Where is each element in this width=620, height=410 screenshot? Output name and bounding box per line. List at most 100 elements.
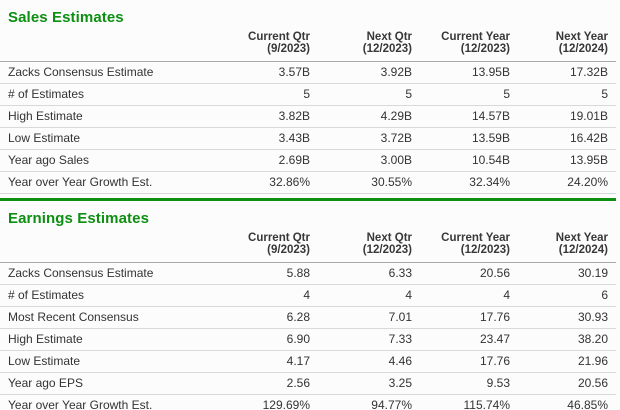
row-label: # of Estimates bbox=[0, 284, 222, 307]
sales-table-header: Current Qtr (9/2023) Next Qtr (12/2023) … bbox=[0, 29, 616, 62]
cell-value: 32.34% bbox=[412, 171, 510, 194]
cell-value: 46.85% bbox=[510, 394, 616, 410]
cell-value: 3.00B bbox=[310, 149, 412, 172]
row-label: Most Recent Consensus bbox=[0, 306, 222, 329]
cell-value: 30.93 bbox=[510, 306, 616, 329]
cell-value: 7.01 bbox=[310, 306, 412, 329]
earnings-table-body: Zacks Consensus Estimate 5.88 6.33 20.56 30.… bbox=[0, 262, 616, 410]
column-sublabel: (12/2023) bbox=[460, 43, 510, 56]
table-row: Zacks Consensus Estimate 3.57B 3.92B 13.95B… bbox=[0, 61, 616, 84]
sales-estimates-section: Sales Estimates Current Qtr (9/2023) Nex… bbox=[0, 9, 616, 194]
header-row: Current Qtr (9/2023) Next Qtr (12/2023) … bbox=[0, 229, 616, 263]
cell-value: 6.90 bbox=[222, 328, 310, 351]
cell-value: 6 bbox=[510, 284, 616, 307]
cell-value: 20.56 bbox=[510, 372, 616, 395]
row-label: Year ago EPS bbox=[0, 372, 222, 395]
cell-value: 4.46 bbox=[310, 350, 412, 373]
cell-value: 17.76 bbox=[412, 306, 510, 329]
table-row: Zacks Consensus Estimate 5.88 6.33 20.56 30.… bbox=[0, 262, 616, 285]
section-title-sales: Sales Estimates bbox=[8, 9, 124, 26]
cell-value: 20.56 bbox=[412, 262, 510, 285]
cell-value: 6.33 bbox=[310, 262, 412, 285]
earnings-estimates-table: Current Qtr (9/2023) Next Qtr (12/2023) … bbox=[0, 229, 616, 410]
row-label: Zacks Consensus Estimate bbox=[0, 61, 222, 84]
cell-value: 14.57B bbox=[412, 105, 510, 128]
cell-value: 9.53 bbox=[412, 372, 510, 395]
column-label: Current Year bbox=[441, 231, 510, 244]
cell-value: 4.29B bbox=[310, 105, 412, 128]
table-row: High Estimate 3.82B 4.29B 14.57B 19.01B bbox=[0, 105, 616, 128]
header-spacer bbox=[0, 229, 222, 263]
cell-value: 3.25 bbox=[310, 372, 412, 395]
column-label: Current Qtr bbox=[248, 31, 310, 43]
table-row: High Estimate 6.90 7.33 23.47 38.20 bbox=[0, 328, 616, 351]
cell-value: 32.86% bbox=[222, 171, 310, 194]
column-header-next-year: Next Year (12/2024) bbox=[510, 29, 616, 62]
row-label: High Estimate bbox=[0, 105, 222, 128]
cell-value: 3.82B bbox=[222, 105, 310, 128]
cell-value: 17.76 bbox=[412, 350, 510, 373]
cell-value: 2.56 bbox=[222, 372, 310, 395]
cell-value: 4 bbox=[310, 284, 412, 307]
cell-value: 21.96 bbox=[510, 350, 616, 373]
row-label: Year over Year Growth Est. bbox=[0, 394, 222, 410]
table-row: Low Estimate 4.17 4.46 17.76 21.96 bbox=[0, 350, 616, 373]
cell-value: 38.20 bbox=[510, 328, 616, 351]
cell-value: 2.69B bbox=[222, 149, 310, 172]
column-header-current-year: Current Year (12/2023) bbox=[412, 29, 510, 62]
cell-value: 10.54B bbox=[412, 149, 510, 172]
header-spacer bbox=[0, 29, 222, 62]
column-label: Next Year bbox=[555, 231, 608, 244]
cell-value: 17.32B bbox=[510, 61, 616, 84]
table-row: # of Estimates 5 5 5 5 bbox=[0, 83, 616, 106]
cell-value: 23.47 bbox=[412, 328, 510, 351]
section-title-earnings: Earnings Estimates bbox=[8, 209, 150, 227]
column-label: Next Qtr bbox=[366, 31, 412, 43]
column-sublabel: (9/2023) bbox=[267, 244, 310, 257]
column-sublabel: (12/2023) bbox=[460, 244, 510, 257]
row-label: Low Estimate bbox=[0, 350, 222, 373]
row-label: Year ago Sales bbox=[0, 149, 222, 172]
column-label: Current Year bbox=[441, 31, 510, 43]
earnings-estimates-section: Earnings Estimates Current Qtr (9/2023) … bbox=[0, 210, 616, 410]
table-row: Year over Year Growth Est. 32.86% 30.55% 32… bbox=[0, 171, 616, 194]
cell-value: 13.95B bbox=[510, 149, 616, 172]
header-row: Current Qtr (9/2023) Next Qtr (12/2023) … bbox=[0, 29, 616, 62]
cell-value: 94.77% bbox=[310, 394, 412, 410]
cell-value: 13.59B bbox=[412, 127, 510, 150]
cell-value: 115.74% bbox=[412, 394, 510, 410]
row-label: Year over Year Growth Est. bbox=[0, 171, 222, 194]
column-label: Current Qtr bbox=[248, 231, 310, 244]
cell-value: 3.92B bbox=[310, 61, 412, 84]
column-header-next-qtr: Next Qtr (12/2023) bbox=[310, 229, 412, 263]
table-row: Year ago Sales 2.69B 3.00B 10.54B 13.95B bbox=[0, 149, 616, 172]
cell-value: 3.43B bbox=[222, 127, 310, 150]
estimates-page: Sales Estimates Current Qtr (9/2023) Nex… bbox=[0, 9, 616, 410]
section-divider bbox=[0, 197, 616, 201]
column-sublabel: (12/2024) bbox=[558, 43, 608, 56]
cell-value: 30.19 bbox=[510, 262, 616, 285]
column-header-current-qtr: Current Qtr (9/2023) bbox=[222, 29, 310, 62]
column-label: Next Qtr bbox=[366, 231, 412, 244]
cell-value: 16.42B bbox=[510, 127, 616, 150]
cell-value: 5 bbox=[412, 83, 510, 106]
column-header-next-year: Next Year (12/2024) bbox=[510, 229, 616, 263]
cell-value: 4 bbox=[222, 284, 310, 307]
cell-value: 3.57B bbox=[222, 61, 310, 84]
sales-estimates-table: Current Qtr (9/2023) Next Qtr (12/2023) … bbox=[0, 29, 616, 194]
cell-value: 6.28 bbox=[222, 306, 310, 329]
cell-value: 24.20% bbox=[510, 171, 616, 194]
table-row: # of Estimates 4 4 4 6 bbox=[0, 284, 616, 307]
cell-value: 129.69% bbox=[222, 394, 310, 410]
cell-value: 13.95B bbox=[412, 61, 510, 84]
cell-value: 19.01B bbox=[510, 105, 616, 128]
row-label: # of Estimates bbox=[0, 83, 222, 106]
cell-value: 4 bbox=[412, 284, 510, 307]
cell-value: 5 bbox=[310, 83, 412, 106]
cell-value: 5 bbox=[222, 83, 310, 106]
cell-value: 3.72B bbox=[310, 127, 412, 150]
cell-value: 4.17 bbox=[222, 350, 310, 373]
column-header-current-year: Current Year (12/2023) bbox=[412, 229, 510, 263]
table-row: Most Recent Consensus 6.28 7.01 17.76 30.93 bbox=[0, 306, 616, 329]
cell-value: 5 bbox=[510, 83, 616, 106]
